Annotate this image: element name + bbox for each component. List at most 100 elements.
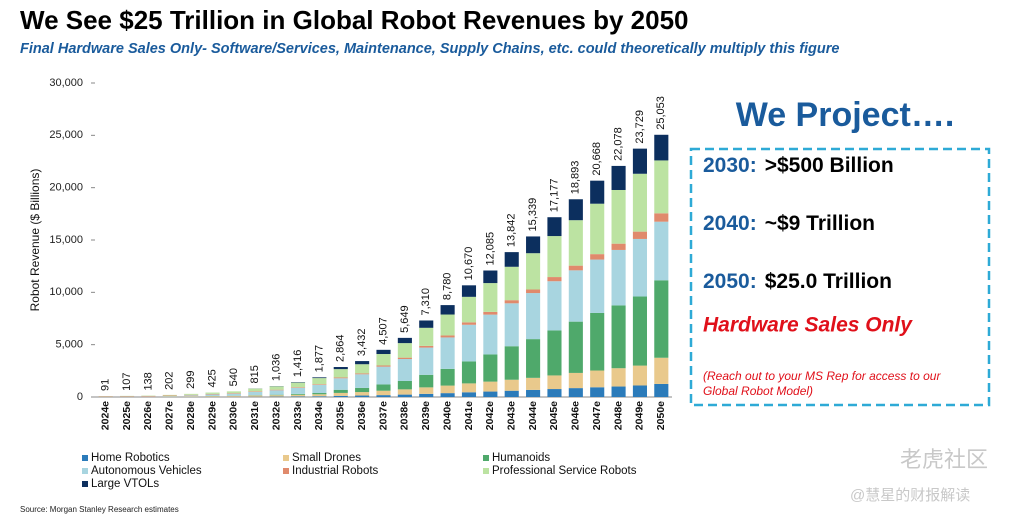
bar-segment [547,277,562,282]
bar-segment [397,343,412,358]
y-tick-label: 10,000 [49,286,83,298]
bar-segment [547,217,562,237]
total-label: 15,339 [527,198,539,232]
bar-segment [184,396,199,397]
total-label: 1,416 [292,350,304,378]
legend-label: Industrial Robots [292,465,379,477]
total-label: 202 [164,372,176,390]
bar-segment [526,389,541,397]
bar-segment [504,266,519,301]
bar-segment [376,384,391,391]
total-label: 425 [206,369,218,387]
bar-segment [312,394,327,397]
bar-segment [419,374,434,388]
bar-segment [590,370,605,388]
x-tick-label: 2026e [142,401,154,430]
bar-segment [162,394,177,396]
bar-segment [568,270,583,322]
total-label: 540 [228,368,240,386]
bar-segment [504,346,519,380]
total-label: 8,780 [442,273,454,301]
panel-year: 2040: [703,212,757,235]
bar-segment [632,365,647,386]
bar-segment [547,375,562,390]
x-tick-label: 2039e [420,401,432,430]
bar-segment [547,236,562,278]
x-tick-label: 2049e [634,401,646,430]
bar-segment [440,393,455,397]
x-tick-label: 2036e [356,401,368,430]
total-label: 13,842 [506,213,518,247]
watermark: 老虎社区 [900,447,988,472]
bar-segment [526,236,541,254]
bar-segment [333,367,348,370]
bar-segment [611,305,626,369]
bar-segment [526,289,541,294]
bar-segment [355,373,370,375]
bar-segment [290,387,306,388]
legend-label: Autonomous Vehicles [91,465,202,477]
bar-segment [269,390,284,395]
bar-segment [355,374,370,388]
watermark: @慧星的财报解读 [850,487,970,504]
panel-line: 2030: >$500 Billion [703,154,894,177]
legend-swatch [82,455,88,461]
x-tick-label: 2034e [313,401,325,430]
bar-segment [333,389,348,393]
bar-segment [312,378,327,385]
bar-segment [461,322,477,325]
legend-label: Large VTOLs [91,478,159,490]
bar-segment [590,180,605,204]
bar-segment [269,394,284,396]
y-tick-label: 25,000 [49,129,83,141]
y-tick-label: 30,000 [49,77,83,89]
bar-segment [248,391,263,396]
bar-segment [397,357,412,360]
bar-segment [248,388,263,392]
total-label: 10,670 [463,247,475,281]
x-tick-label: 2027e [164,401,176,430]
x-tick-label: 2033e [292,401,304,430]
legend-swatch [82,481,88,487]
bar-segment [419,387,434,394]
x-tick-label: 2037e [377,401,389,430]
bar-segment [632,238,647,297]
legend-swatch [283,455,289,461]
bar-segment [440,337,455,369]
panel-text: $25.0 Trillion [765,270,892,293]
bar-segment [590,203,605,255]
bar-segment [568,220,583,266]
x-tick-label: 2035e [335,401,347,430]
bar-segment [333,377,348,379]
subtitle: Final Hardware Sales Only- Software/Serv… [20,41,839,57]
bar-segment [376,366,391,385]
panel-heading: We Project…. [736,96,955,134]
bar-segment [440,314,455,336]
bar-segment [312,384,327,385]
bar-segment [632,296,647,366]
bar-segment [397,389,412,395]
total-label: 4,507 [377,317,389,345]
bar-segment [461,392,477,397]
bar-segment [397,394,412,397]
bar-segment [611,249,626,306]
total-label: 815 [249,365,261,383]
legend-label: Small Drones [292,452,361,464]
total-label: 1,036 [271,354,283,382]
y-axis-label: Robot Revenue ($ Billions) [28,169,42,312]
bar-segment [269,386,284,390]
bar-segment [419,393,434,397]
bar-segment [461,296,477,323]
bar-segment [654,357,669,384]
bar-segment [504,300,519,304]
bar-segment [632,173,647,232]
bar-segment [461,361,477,384]
bar-segment [654,213,669,222]
bar-segment [526,377,541,390]
bar-segment [654,383,669,397]
panel-year: 2030: [703,154,757,177]
bar-segment [547,389,562,397]
total-label: 20,668 [591,142,603,176]
bar-segment [355,395,370,397]
